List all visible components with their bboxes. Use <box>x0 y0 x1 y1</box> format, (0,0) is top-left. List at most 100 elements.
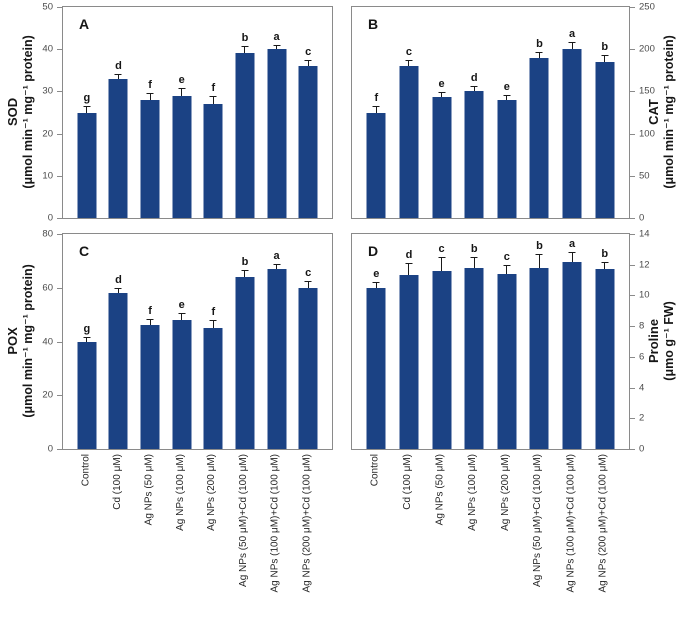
bar-group: f <box>198 7 230 218</box>
y-tick-mark <box>630 449 635 450</box>
bar <box>203 328 223 449</box>
x-axis-label: Ag NPs (200 μM) <box>206 454 218 531</box>
bar-group: f <box>134 7 166 218</box>
significance-letter: f <box>211 82 216 95</box>
y-tick-mark <box>57 49 62 51</box>
x-axis-label: Ag NPs (100 μM)+Cd (100 μM) <box>269 454 281 593</box>
significance-letter: b <box>601 247 609 260</box>
x-axis-label-slot: Ag NPs (100 μM)+Cd (100 μM) <box>260 450 292 615</box>
panel-d-y-axis-title: Proline (μmo g⁻¹ FW) <box>630 233 694 448</box>
bar-group: b <box>588 234 621 449</box>
error-bar <box>241 45 249 54</box>
y-tick-mark <box>630 264 635 266</box>
y-tick-label: 10 <box>639 289 650 301</box>
x-axis-label-slot: Ag NPs (50 μM)+Cd (100 μM) <box>228 450 260 615</box>
error-bar-cap <box>601 261 609 263</box>
bar-group: g <box>71 7 103 218</box>
bar <box>267 268 287 449</box>
y-tick-mark <box>57 234 62 235</box>
bar-group: f <box>198 234 230 449</box>
error-bar-cap <box>405 60 413 62</box>
error-bar-cap <box>372 105 380 107</box>
bar-group: c <box>292 7 324 218</box>
bar <box>140 99 160 218</box>
bar <box>108 78 128 218</box>
y-tick-mark <box>630 234 635 235</box>
axis-unit-proline: (μmo g⁻¹ FW) <box>662 300 677 381</box>
error-bar <box>568 252 576 262</box>
y-tick-label: 60 <box>42 282 53 293</box>
y-tick-label: 250 <box>639 1 655 13</box>
bar-group: e <box>360 234 393 449</box>
error-bar-cap <box>273 44 281 46</box>
error-bar <box>601 55 609 62</box>
panel-b-letter: B <box>368 16 379 32</box>
x-axis-label: Cd (100 μM) <box>401 454 413 510</box>
error-bar-cap <box>241 270 249 272</box>
y-tick-label: 14 <box>639 228 650 240</box>
bar-group: b <box>523 7 556 218</box>
y-tick-mark <box>57 7 62 8</box>
axis-title-pox: POX <box>5 326 21 355</box>
error-bar <box>372 105 380 113</box>
x-axis-label: Ag NPs (200 μM) <box>499 454 511 531</box>
y-tick-label: 150 <box>639 85 655 97</box>
bar-group: c <box>425 234 458 449</box>
bar <box>172 95 192 218</box>
error-bar <box>503 264 511 274</box>
significance-letter: c <box>438 243 445 256</box>
significance-letter: c <box>405 46 412 59</box>
error-bar-cap <box>535 51 543 53</box>
x-axis-label-slot: Ag NPs (200 μM)+Cd (100 μM) <box>587 450 620 615</box>
panel-c-y-axis: 0 20 40 60 80 <box>42 229 332 453</box>
bar-group: c <box>292 234 324 449</box>
y-tick-label: 0 <box>47 212 53 224</box>
panel-c-x-axis-labels: Control Cd (100 μM) Ag NPs (50 μM) Ag NPs (… <box>62 450 331 615</box>
error-bar-cap <box>146 318 154 320</box>
y-tick-label: 0 <box>639 212 645 224</box>
y-tick-mark <box>630 218 635 219</box>
x-axis-label-slot: Cd (100 μM) <box>102 450 134 615</box>
bar <box>235 53 255 218</box>
error-bar-cap <box>304 281 312 283</box>
bar <box>497 273 517 449</box>
x-axis-label: Control <box>369 454 381 487</box>
y-tick-label: 0 <box>47 443 53 455</box>
x-axis-label-slot: Ag NPs (50 μM)+Cd (100 μM) <box>522 450 555 615</box>
bar <box>366 287 386 449</box>
significance-letter: d <box>115 59 122 72</box>
bar <box>140 325 160 449</box>
y-tick-mark <box>630 326 635 328</box>
error-bar-cap <box>405 263 413 265</box>
bar-group: d <box>103 234 135 449</box>
error-bar <box>273 263 281 269</box>
error-bar-cap <box>178 88 186 90</box>
bar <box>464 91 484 218</box>
axis-title-cat: CAT <box>646 98 662 125</box>
error-bar <box>438 92 446 98</box>
error-bar <box>146 93 154 100</box>
error-bar-cap <box>273 263 281 265</box>
error-bar-cap <box>503 94 511 96</box>
error-bar <box>470 257 478 268</box>
significance-letter: a <box>273 249 280 262</box>
panel-c-bars: g d f e f b a c <box>71 234 324 449</box>
axis-unit-cat: (μmol min⁻¹ mg⁻¹ protein) <box>662 34 677 189</box>
error-bar-cap <box>568 42 576 44</box>
bar <box>298 287 318 449</box>
y-tick-label: 30 <box>42 85 53 97</box>
error-bar <box>304 281 312 288</box>
error-bar-cap <box>601 55 609 57</box>
error-bar <box>114 287 122 294</box>
error-bar <box>241 270 249 277</box>
x-axis-label: Ag NPs (50 μM) <box>434 454 446 526</box>
error-bar <box>601 261 609 270</box>
y-tick-label: 200 <box>639 43 655 55</box>
error-bar <box>304 60 312 67</box>
panel-b-plot: B f c e d e b a b 0 50 100 150 200 250 <box>351 2 655 222</box>
panel-a-bars: g d f e f b a c <box>71 7 324 218</box>
y-tick-label: 10 <box>42 170 53 182</box>
significance-letter: e <box>438 78 445 91</box>
bar-group: a <box>261 234 293 449</box>
bar-group: e <box>166 7 198 218</box>
